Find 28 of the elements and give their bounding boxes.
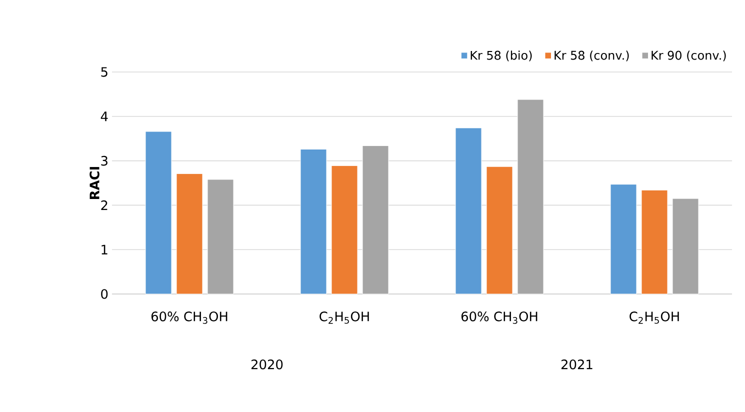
bar [610, 184, 637, 294]
bar [455, 128, 482, 294]
bar [362, 145, 389, 294]
bar [517, 99, 544, 294]
bar [486, 166, 513, 294]
bar [176, 173, 203, 294]
x-tick-label: C$_{2}$H$_{5}$OH [320, 312, 369, 324]
legend-label: Kr 58 (bio) [470, 50, 532, 62]
y-tick-label: 1 [102, 244, 108, 254]
y-tick-label: 2 [101, 200, 108, 210]
x-tick-label: C$_{2}$H$_{5}$OH [630, 312, 679, 324]
text: 2020 [251, 360, 283, 370]
y-tick-label: 4 [100, 112, 108, 122]
y-tick-label: 0 [101, 289, 108, 299]
bar [145, 131, 172, 294]
y-tick-label: 5 [101, 67, 108, 77]
y-tick-label: 3 [101, 156, 108, 166]
bar [300, 149, 327, 294]
legend-label: Kr 58 (conv.) [554, 50, 629, 62]
text: 2021 [561, 360, 592, 370]
y-axis-title: RACI [90, 167, 100, 199]
bar [672, 198, 699, 294]
bar [331, 165, 358, 294]
bar [641, 190, 668, 294]
legend-label: Kr 90 (conv.) [652, 50, 726, 62]
bar [207, 179, 234, 294]
x-tick-label: 60% CH$_{3}$OH [461, 312, 538, 324]
x-tick-label: 60% CH$_{3}$OH [151, 312, 228, 324]
